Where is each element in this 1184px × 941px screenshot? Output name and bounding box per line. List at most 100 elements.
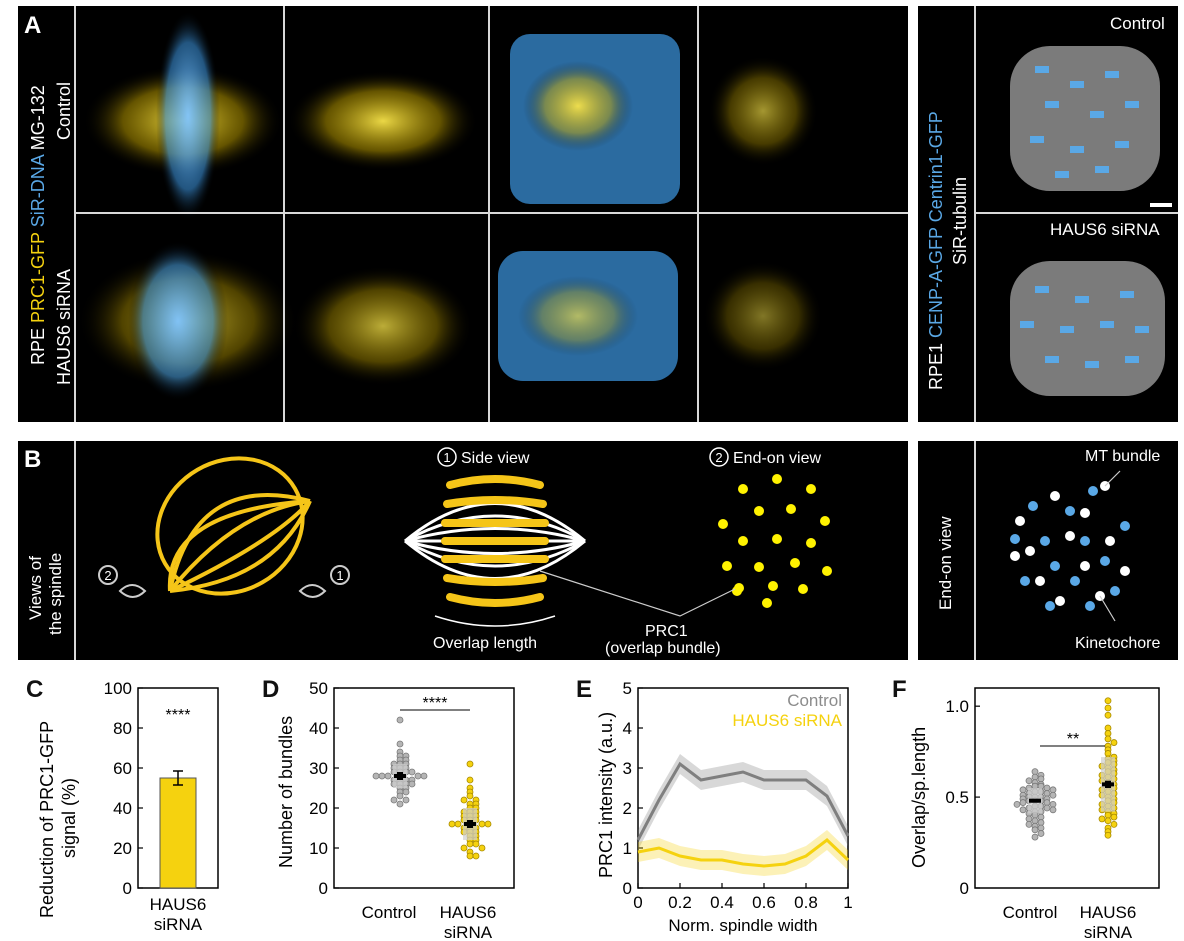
xcat-f-control: Control [1003, 903, 1058, 922]
panel-a-label: A [24, 12, 42, 39]
eye-num-1: 1 [336, 568, 343, 583]
point-haus6 [1110, 739, 1118, 746]
end-on-mt-dots [1010, 481, 1130, 606]
bar-haus6 [159, 777, 197, 889]
point-control [1025, 777, 1033, 785]
panel-b-right-diagram: MT bundle Kinetochore [1010, 448, 1160, 652]
panel-d-chart: 0 10 20 30 40 50 **** Control HAUS6 siRNA Num… [276, 679, 515, 941]
control-band [638, 754, 848, 850]
kinetochore-label: Kinetochore [1075, 635, 1160, 652]
y-tick-label: 0 [623, 879, 632, 898]
point-control [372, 772, 380, 780]
views-of-spindle-line2: the spindle [46, 552, 65, 635]
point-control [396, 800, 404, 808]
legend-haus6: HAUS6 siRNA [732, 711, 842, 730]
point-control [1043, 804, 1051, 812]
x-tick-label: 0.4 [710, 893, 734, 912]
label-centrin: Centrin1-GFP [926, 111, 946, 223]
panel-b-right-divider [974, 441, 976, 660]
panel-e-chart: 0 1 2 3 4 5 0 0.2 0.4 0.6 0.8 1 Control HAUS6 siRNA… [596, 679, 853, 935]
y-tick-label: 50 [309, 679, 328, 698]
prc1-sub-label: (overlap bundle) [605, 640, 721, 657]
panel-f-chart: 0 0.5 1.0 ** Control HAUS6 siRNA Overlap/s… [909, 687, 1160, 941]
side-view-label: Side view [461, 450, 530, 467]
end-on-dots [718, 474, 832, 608]
sig-label-d: **** [423, 695, 448, 712]
label-sir-tubulin: SiR-tubulin [950, 176, 970, 265]
end-on-num: 2 [715, 450, 722, 465]
point-haus6 [1104, 704, 1112, 712]
point-control [414, 772, 422, 780]
label-mg132: MG-132 [28, 85, 48, 151]
point-control [396, 716, 404, 724]
mean-marker [394, 774, 406, 778]
point-haus6 [1110, 820, 1118, 828]
eye-icon-1 [298, 565, 350, 598]
point-control [396, 740, 404, 748]
y-tick-label: 10 [309, 839, 328, 858]
point-control [1031, 833, 1039, 841]
side-view-spindle [404, 475, 586, 627]
panel-b-label: B [24, 446, 42, 473]
point-haus6 [466, 792, 474, 800]
mean-marker [464, 822, 476, 826]
spindle-3d [155, 456, 312, 596]
point-haus6 [1098, 815, 1106, 823]
prc1-label: PRC1 [645, 623, 688, 640]
panel-a-right-row-divider [975, 212, 1178, 214]
point-haus6 [448, 820, 456, 828]
point-haus6 [466, 840, 474, 848]
y-tick-label: 0 [123, 879, 132, 898]
point-control [1019, 799, 1027, 806]
y-tick-label: 5 [623, 679, 632, 698]
panel-a-right-axis-label: RPE1 CENP-A-GFP Centrin1-GFP [926, 111, 947, 390]
xcat-f-haus6-line1: HAUS6 [1080, 903, 1137, 922]
y-tick-label: 4 [623, 719, 632, 738]
panel-b-diagram: 2 1 1 Side view Overlap length 2 End-on … [98, 447, 832, 657]
point-control [402, 796, 410, 804]
haus6-band [638, 830, 848, 876]
panel-a-row-divider [74, 212, 908, 214]
y-tick-label: 40 [309, 719, 328, 738]
point-haus6 [1104, 817, 1112, 825]
x-tick-label: 1 [843, 893, 852, 912]
point-control [1037, 830, 1045, 837]
x-tick-label: 0.2 [668, 893, 692, 912]
y-tick-label: 0 [319, 879, 328, 898]
y-tick-label: 60 [113, 759, 132, 778]
xcat-c-line2: siRNA [154, 915, 203, 934]
sig-label-f: ** [1067, 731, 1079, 748]
y-tick-label: 80 [113, 719, 132, 738]
panel-f-label: F [892, 676, 907, 703]
xcat-c-line1: HAUS6 [150, 895, 207, 914]
point-control [1013, 800, 1021, 808]
point-haus6 [466, 760, 474, 768]
x-tick-label: 0 [633, 893, 642, 912]
point-haus6 [1110, 813, 1118, 821]
xcat-f-haus6-line2: siRNA [1084, 923, 1133, 941]
panel-a-col-divider-4 [697, 6, 699, 422]
panel-a-col-divider-3 [488, 6, 490, 422]
mt-bundle-label: MT bundle [1085, 448, 1160, 465]
panel-a-right-micrographs [1010, 46, 1172, 396]
point-control [420, 772, 428, 780]
eye-icon-2 [98, 565, 147, 598]
label-cenpa: CENP-A-GFP [926, 227, 946, 338]
point-control [1019, 806, 1027, 814]
views-of-spindle-line1: Views of [26, 556, 45, 620]
point-haus6 [1104, 711, 1112, 719]
panel-e-label: E [576, 676, 593, 703]
point-haus6 [472, 840, 480, 848]
sig-label-c: **** [166, 707, 191, 724]
point-control [378, 772, 386, 780]
legend-control: Control [787, 691, 842, 710]
row-label-control: Control [54, 81, 74, 140]
point-control [1025, 820, 1033, 828]
num-circle-2 [709, 447, 729, 467]
point-control [408, 768, 416, 776]
ylabel-d: Number of bundles [276, 716, 296, 868]
y-tick-label: 0.5 [945, 788, 969, 807]
scale-bar [1150, 203, 1172, 207]
point-haus6 [466, 776, 474, 784]
point-control [408, 780, 416, 788]
